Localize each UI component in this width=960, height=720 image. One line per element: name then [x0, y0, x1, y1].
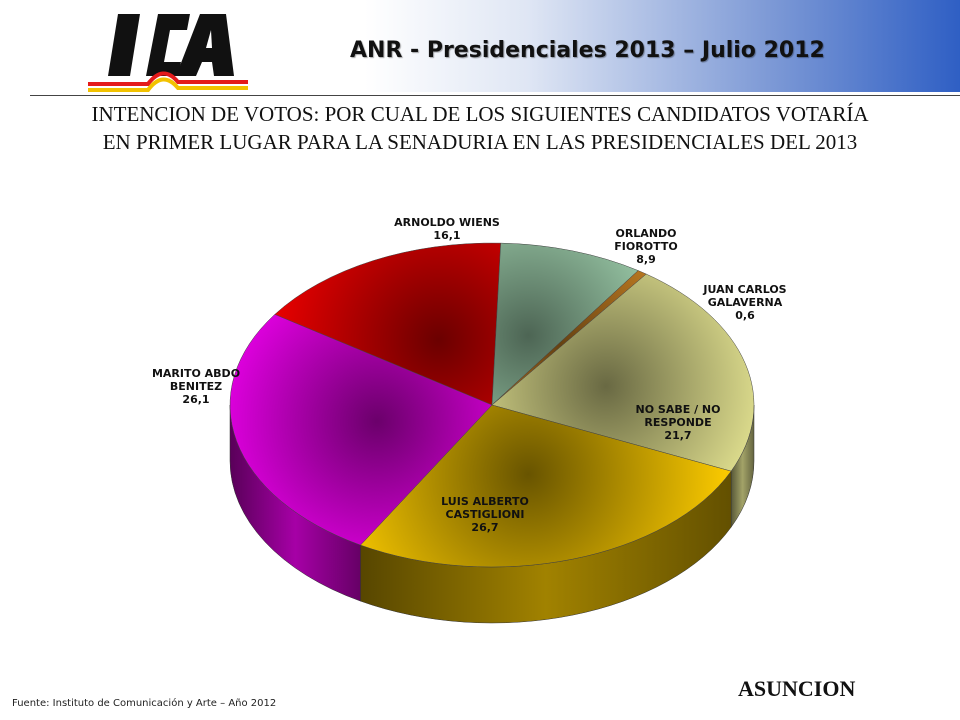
source-note: Fuente: Instituto de Comunicación y Arte… [12, 698, 277, 709]
question-text: INTENCION DE VOTOS: POR CUAL DE LOS SIGU… [20, 100, 940, 156]
pie-slice [229, 314, 493, 546]
slice-label: LUIS ALBERTO CASTIGLIONI 26,7 [441, 495, 529, 534]
header-title: ANR - Presidenciales 2013 – Julio 2012 [350, 38, 825, 63]
slice-label: ARNOLDO WIENS 16,1 [394, 216, 500, 242]
pie-slice [360, 404, 732, 568]
slice-label: MARITO ABDO BENITEZ 26,1 [152, 367, 240, 406]
question-line-2: EN PRIMER LUGAR PARA LA SENADURIA EN LAS… [102, 130, 858, 154]
header-divider [30, 95, 960, 96]
location-label: ASUNCION [738, 676, 856, 701]
pie-slice [274, 242, 501, 406]
slice-label: NO SABE / NO RESPONDE 21,7 [636, 403, 721, 442]
slice-label: ORLANDO FIOROTTO 8,9 [614, 227, 677, 266]
pie-slice [491, 242, 639, 406]
question-line-1: INTENCION DE VOTOS: POR CUAL DE LOS SIGU… [91, 102, 869, 126]
ica-logo [88, 14, 248, 92]
slice-label: JUAN CARLOS GALAVERNA 0,6 [702, 283, 786, 322]
pie-slice [491, 273, 755, 472]
